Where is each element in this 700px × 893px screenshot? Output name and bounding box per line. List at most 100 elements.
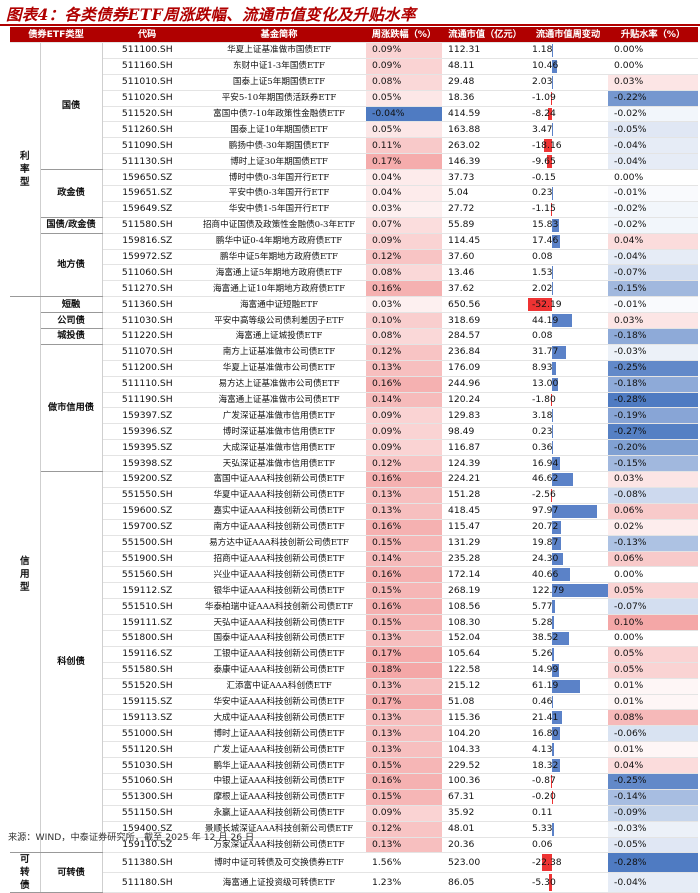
- fund-name: 国泰中证AAA科技创新公司债ETF: [192, 630, 366, 646]
- weekly-change: 0.15%: [366, 789, 442, 805]
- market-cap: 284.57: [442, 329, 528, 345]
- fund-name: 广发深证基准做市信用债ETF: [192, 408, 366, 424]
- market-cap-change-value: 5.28: [528, 617, 552, 628]
- market-cap: 105.64: [442, 646, 528, 662]
- premium-rate: -0.04%: [608, 249, 698, 265]
- weekly-change: 0.16%: [366, 599, 442, 615]
- weekly-change: 1.56%: [366, 853, 442, 873]
- fund-name: 国泰上证10年期国债ETF: [192, 122, 366, 138]
- market-cap-change-value: 0.23: [528, 187, 552, 198]
- premium-rate: 0.01%: [608, 742, 698, 758]
- market-cap-change-value: 44.19: [528, 315, 558, 326]
- fund-name: 富国中债7-10年政策性金融债ETF: [192, 106, 366, 122]
- market-cap-change: 122.79: [528, 583, 608, 599]
- premium-rate: -0.28%: [608, 392, 698, 408]
- premium-rate: -0.20%: [608, 440, 698, 456]
- weekly-change: 0.12%: [366, 821, 442, 837]
- weekly-change: 0.14%: [366, 551, 442, 567]
- change-bar: [552, 282, 553, 295]
- fund-code: 159112.SZ: [102, 583, 192, 599]
- market-cap: 244.96: [442, 376, 528, 392]
- market-cap-change-value: -18.16: [528, 140, 562, 151]
- market-cap-change-value: 0.46: [528, 696, 552, 707]
- premium-rate: -0.07%: [608, 599, 698, 615]
- fund-code: 511160.SH: [102, 58, 192, 74]
- weekly-change: 0.13%: [366, 837, 442, 853]
- market-cap-change: 16.94: [528, 456, 608, 472]
- weekly-change: 0.17%: [366, 154, 442, 170]
- fund-name: 东财中证1-3年国债ETF: [192, 58, 366, 74]
- weekly-change: 0.15%: [366, 535, 442, 551]
- fund-code: 551000.SH: [102, 726, 192, 742]
- market-cap: 37.73: [442, 170, 528, 186]
- fund-code: 551060.SH: [102, 773, 192, 789]
- weekly-change: 0.04%: [366, 186, 442, 202]
- weekly-change: 1.23%: [366, 873, 442, 893]
- category-l2: 政金债: [40, 170, 102, 218]
- weekly-change: 0.13%: [366, 710, 442, 726]
- weekly-change: 0.13%: [366, 503, 442, 519]
- fund-name: 博时上证AAA科技创新公司债ETF: [192, 726, 366, 742]
- fund-name: 华夏中证AAA科技创新公司债ETF: [192, 487, 366, 503]
- weekly-change: 0.10%: [366, 313, 442, 329]
- fund-name: 博时中证可转债及可交换债券ETF: [192, 853, 366, 873]
- weekly-change: 0.04%: [366, 170, 442, 186]
- change-bar: [552, 600, 555, 613]
- fund-code: 511380.SH: [102, 853, 192, 873]
- fund-name: 国泰上证5年期国债ETF: [192, 74, 366, 90]
- market-cap-change: -52.19: [528, 297, 608, 313]
- market-cap-change: -1.09: [528, 90, 608, 106]
- market-cap: 29.48: [442, 74, 528, 90]
- market-cap: 418.45: [442, 503, 528, 519]
- market-cap-change-value: 0.08: [528, 251, 552, 262]
- fund-name: 海富通上证投资级可转债ETF: [192, 873, 366, 893]
- premium-rate: -0.03%: [608, 821, 698, 837]
- premium-rate: -0.09%: [608, 805, 698, 821]
- market-cap-change: -0.87: [528, 773, 608, 789]
- category-l2: 国债: [40, 43, 102, 170]
- market-cap: 13.46: [442, 265, 528, 281]
- fund-code: 511220.SH: [102, 329, 192, 345]
- fund-code: 551580.SH: [102, 662, 192, 678]
- fund-name: 海富通上证10年期地方政府债ETF: [192, 281, 366, 297]
- market-cap: 120.24: [442, 392, 528, 408]
- premium-rate: 0.00%: [608, 58, 698, 74]
- premium-rate: 0.06%: [608, 551, 698, 567]
- market-cap-change: -0.15: [528, 170, 608, 186]
- market-cap-change: 16.80: [528, 726, 608, 742]
- weekly-change: 0.16%: [366, 567, 442, 583]
- market-cap: 152.04: [442, 630, 528, 646]
- weekly-change: 0.13%: [366, 630, 442, 646]
- weekly-change: 0.16%: [366, 281, 442, 297]
- premium-rate: 0.05%: [608, 646, 698, 662]
- market-cap-change: 20.72: [528, 519, 608, 535]
- change-bar: [552, 123, 554, 136]
- market-cap-change-value: 0.11: [528, 807, 552, 818]
- fund-name: 招商中证国债及政策性金融债0-3年ETF: [192, 217, 366, 233]
- premium-rate: 0.00%: [608, 630, 698, 646]
- market-cap-change-value: 38.52: [528, 632, 558, 643]
- market-cap-change-value: 16.80: [528, 728, 558, 739]
- fund-name: 大成深证基准做市信用债ETF: [192, 440, 366, 456]
- market-cap-change-value: 8.93: [528, 362, 552, 373]
- fund-name: 华安中债1-5年国开行ETF: [192, 201, 366, 217]
- market-cap-change: 0.46: [528, 694, 608, 710]
- premium-rate: -0.27%: [608, 424, 698, 440]
- fund-code: 159816.SZ: [102, 233, 192, 249]
- market-cap: 235.28: [442, 551, 528, 567]
- market-cap: 98.49: [442, 424, 528, 440]
- title-rule: [0, 24, 700, 26]
- market-cap-change: 0.08: [528, 249, 608, 265]
